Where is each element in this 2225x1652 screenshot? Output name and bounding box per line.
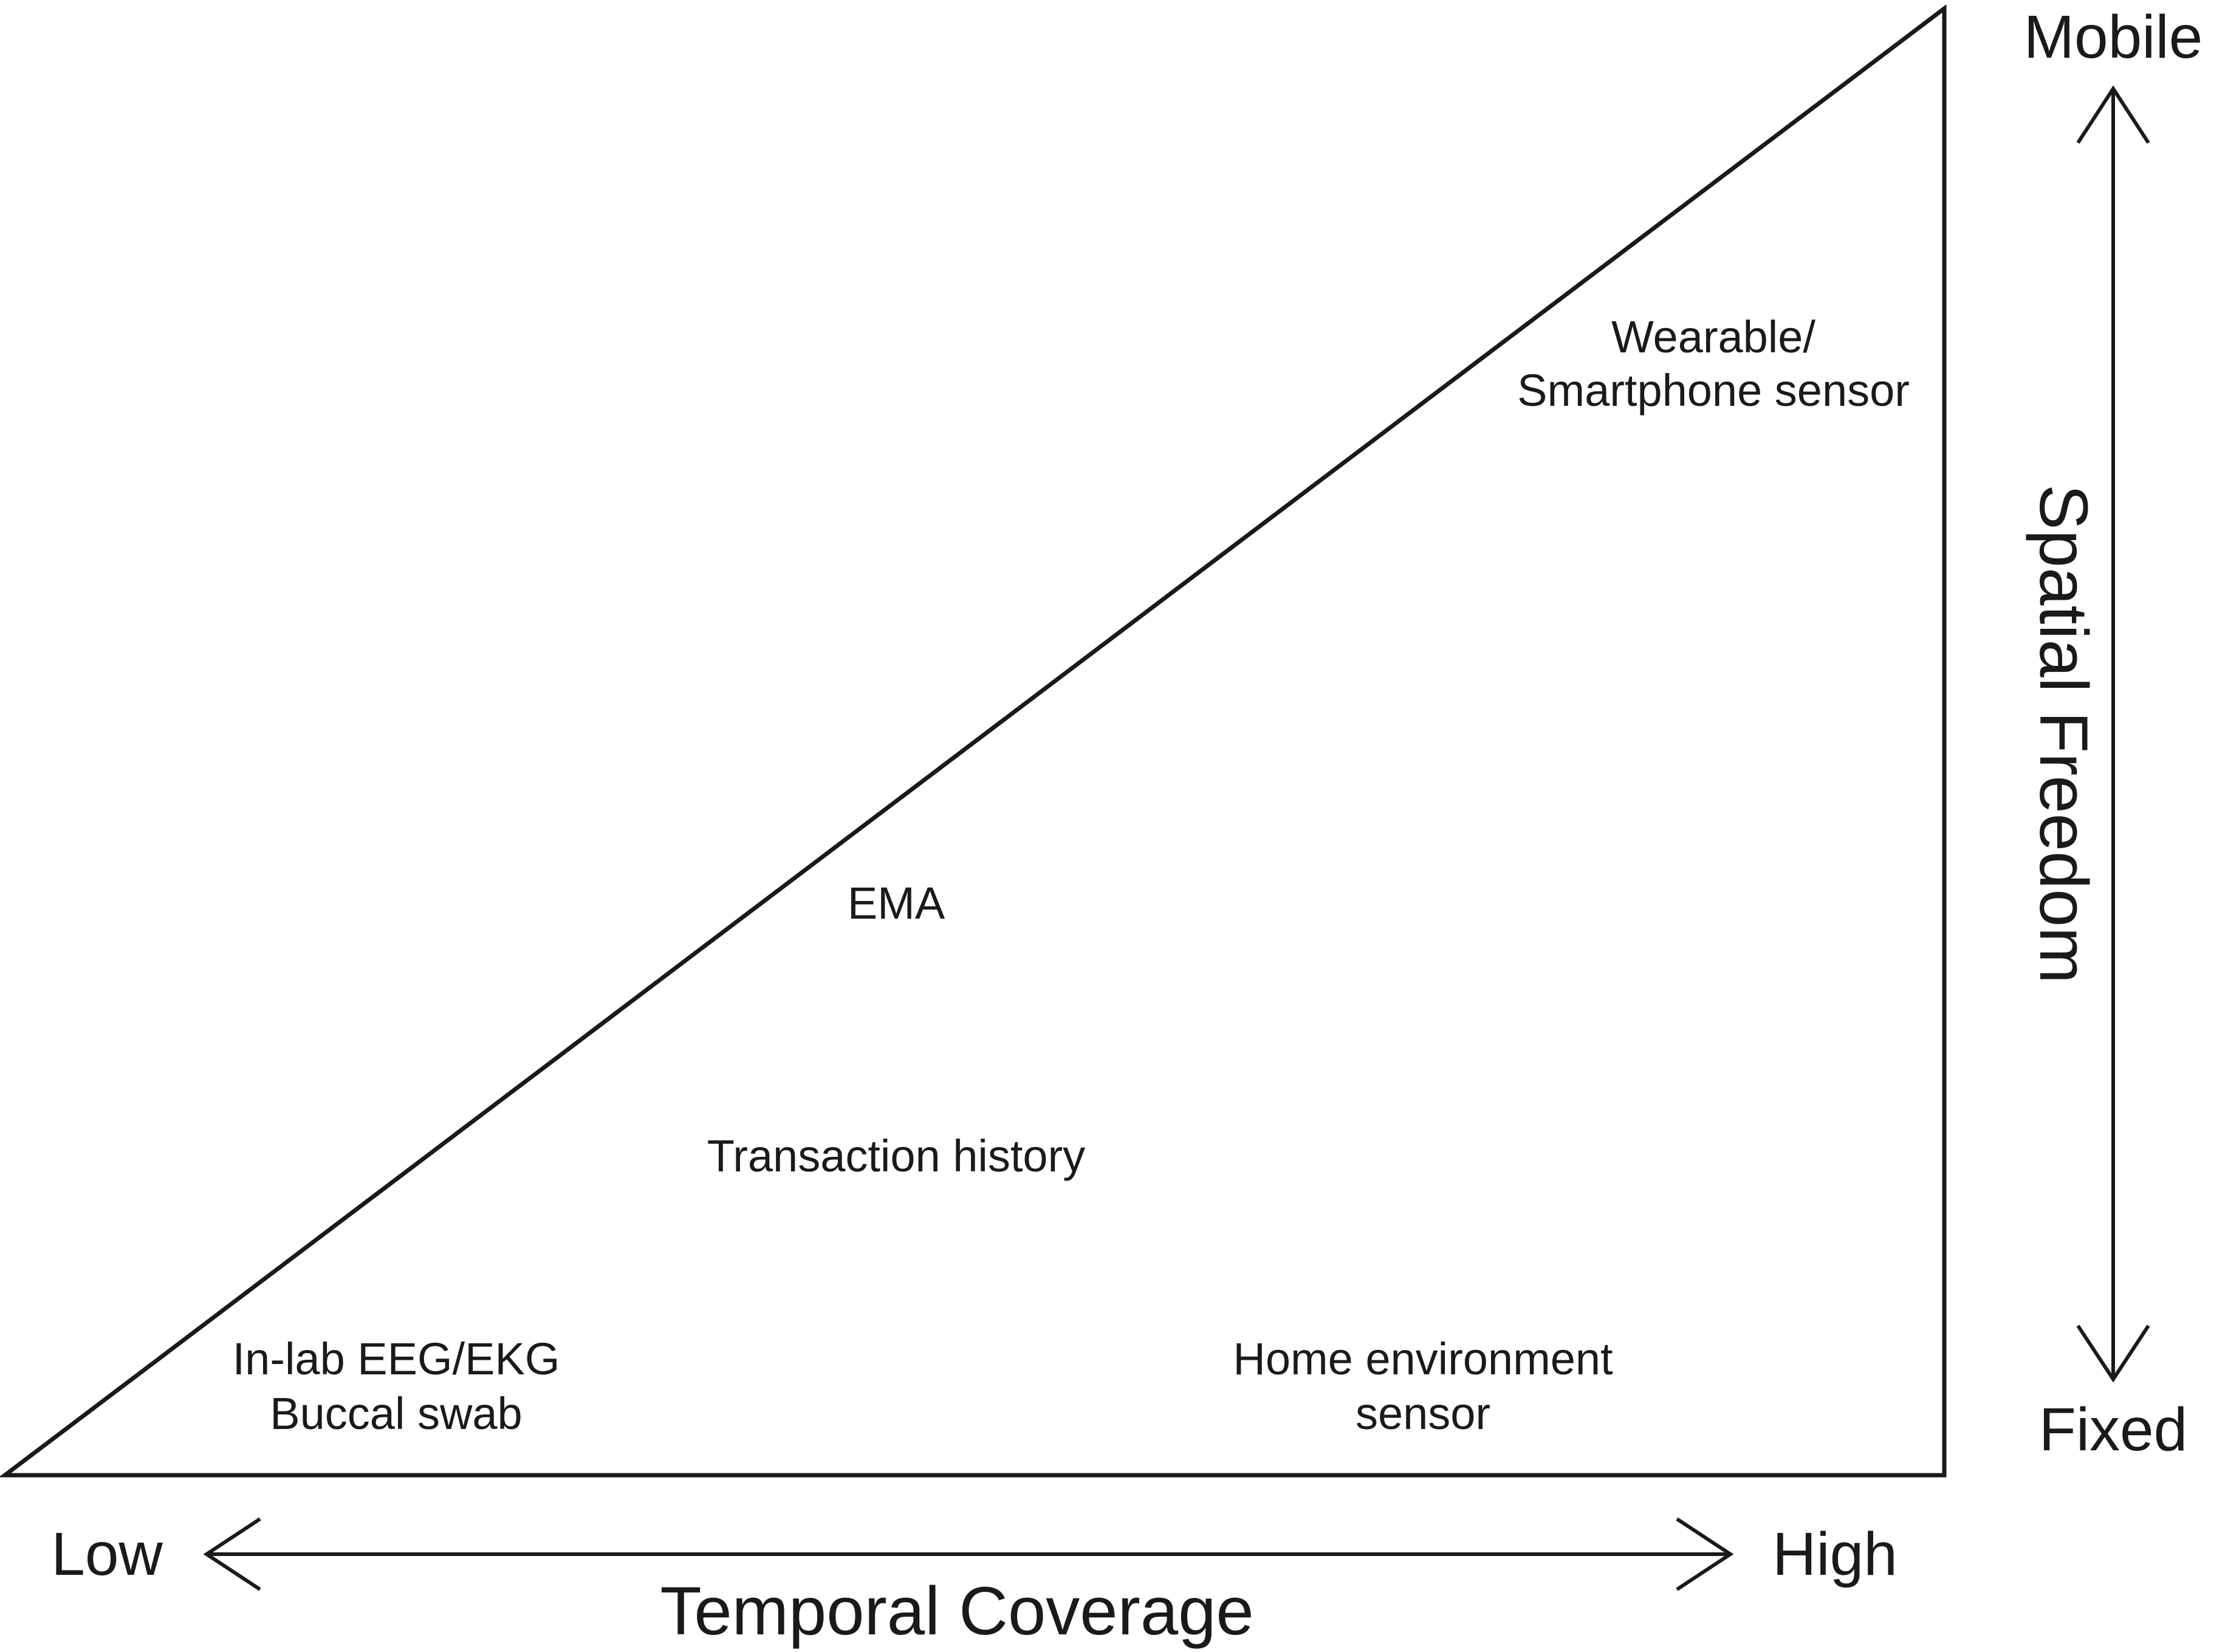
inlab-label-line2: Buccal swab xyxy=(270,1388,522,1439)
coverage-triangle xyxy=(0,4,1947,1478)
ema-label: EMA xyxy=(848,878,945,928)
spatial-axis-bottom-label: Fixed xyxy=(2039,1396,2188,1464)
spatial-axis-arrow xyxy=(2076,85,2150,1383)
temporal-axis-left-label: Low xyxy=(51,1520,163,1588)
wearable-label-line2: Smartphone sensor xyxy=(1517,365,1910,416)
wearable-label-line1: Wearable/ xyxy=(1611,312,1815,362)
transaction-history-label: Transaction history xyxy=(707,1131,1085,1181)
temporal-axis-title: Temporal Coverage xyxy=(660,1573,1253,1649)
home-sensor-label-line2: sensor xyxy=(1356,1388,1490,1439)
spatial-axis-top-label: Mobile xyxy=(2024,3,2203,71)
spatial-axis-title: Spatial Freedom xyxy=(2026,484,2102,984)
temporal-axis-right-label: High xyxy=(1772,1520,1898,1588)
temporal-axis-arrow xyxy=(203,1517,1734,1591)
inlab-label-line1: In-lab EEG/EKG xyxy=(233,1334,560,1384)
home-sensor-label-line1: Home environment xyxy=(1233,1334,1613,1384)
